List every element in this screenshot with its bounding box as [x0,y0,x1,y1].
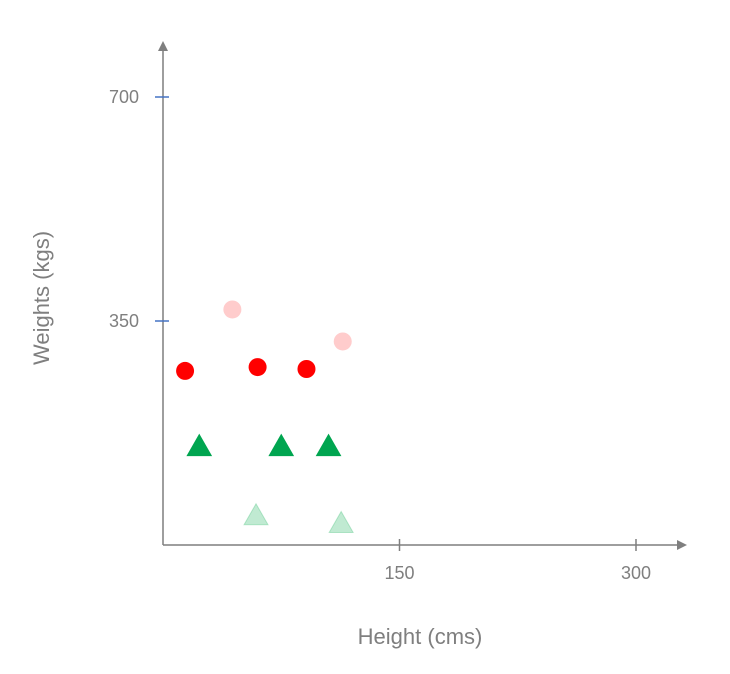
x-tick-label: 150 [384,563,414,583]
triangle-point [315,433,342,457]
circle-point [297,360,316,378]
y-tick-label: 700 [109,87,139,107]
x-tick-label: 300 [621,563,651,583]
triangle-point [268,433,295,457]
x-axis-title: Height (cms) [358,624,483,649]
triangle-point [186,433,213,457]
axes [158,41,687,550]
circle-point [248,358,267,377]
triangle-point [243,502,269,526]
triangle-point [328,510,355,533]
circle-point [176,361,195,380]
x-ticks: 150 300 [384,539,651,583]
data-points [176,300,355,533]
y-ticks: 350 700 [109,87,169,331]
y-axis-title: Weights (kgs) [29,231,54,365]
circle-point [223,300,242,319]
y-tick-label: 350 [109,311,139,331]
circle-point [333,332,352,351]
